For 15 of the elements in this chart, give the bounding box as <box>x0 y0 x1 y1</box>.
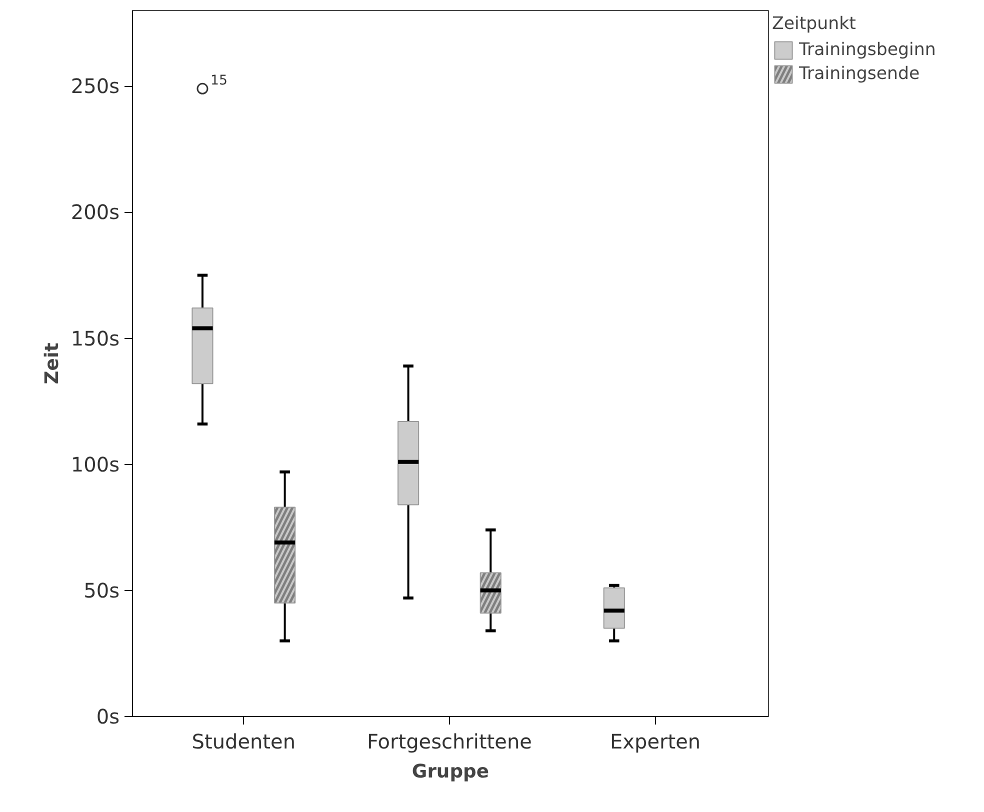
annotation: 15 <box>210 74 228 89</box>
x-axis-title: Gruppe <box>412 762 490 782</box>
x-tick-label: Experten <box>610 730 701 754</box>
legend-title: Zeitpunkt <box>772 14 857 34</box>
y-tick-label: 150s <box>70 326 120 350</box>
y-tick-label: 100s <box>70 452 120 476</box>
x-tick-label: Studenten <box>192 730 296 754</box>
y-axis-title: Zeit <box>42 342 63 384</box>
legend-label: Trainingsbeginn <box>799 40 936 60</box>
y-tick-label: 50s <box>84 578 120 602</box>
x-tick-label: Fortgeschrittene <box>367 730 532 754</box>
y-tick-label: 200s <box>70 200 120 224</box>
legend-label: Trainingsende <box>799 64 920 84</box>
y-tick-label: 0s <box>96 704 120 728</box>
y-tick-label: 250s <box>70 74 120 98</box>
